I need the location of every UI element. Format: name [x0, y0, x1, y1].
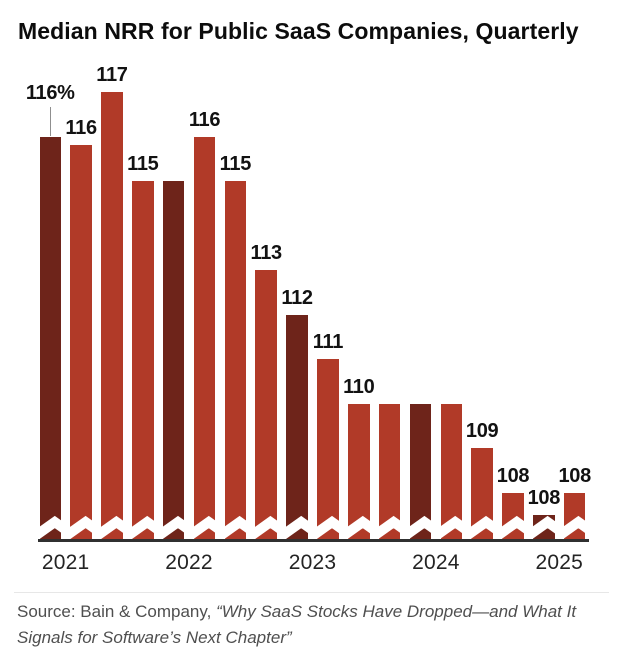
bar-value-label: 116 — [188, 108, 221, 131]
bar-value-label: 113 — [250, 242, 283, 264]
bar-value-label: 116 — [65, 117, 97, 140]
bar-value-label: 111 — [312, 331, 344, 353]
x-axis-year-label: 2025 — [535, 551, 584, 574]
bar-value-label: 110 — [343, 375, 375, 398]
bar-2025-q1 — [533, 514, 555, 540]
source-prefix: Source: Bain & Company, — [17, 602, 217, 621]
source-text: Source: Bain & Company, “Why SaaS Stocks… — [17, 599, 609, 650]
bar-2024-q1 — [409, 403, 432, 540]
page-title: Median NRR for Public SaaS Companies, Qu… — [18, 18, 579, 44]
bar-value-label: 115 — [127, 153, 159, 175]
bar-2021-q2 — [70, 145, 92, 540]
bar-2024-q2 — [440, 403, 463, 540]
x-axis-year-label: 2021 — [41, 551, 90, 574]
bar-value-label: 112 — [281, 286, 313, 309]
bar-value-label: 109 — [465, 420, 499, 442]
x-axis-year-label: 2023 — [288, 551, 337, 574]
bar-2022-q3 — [224, 181, 247, 540]
bar-2024-q3 — [471, 448, 493, 540]
bar-2023-q3 — [348, 403, 370, 540]
bar-value-label: 108 — [558, 464, 591, 487]
bar-value-label: 108 — [496, 464, 530, 487]
source-citation: “Why SaaS Stocks Have Dropped—and What I… — [17, 602, 577, 647]
x-axis-year-label: 2022 — [165, 551, 213, 574]
bar-2023-q1 — [286, 314, 308, 540]
x-axis-year-label: 2024 — [412, 551, 460, 574]
label-connector-line — [49, 107, 51, 136]
bar-2022-q4 — [255, 270, 277, 540]
x-axis-line — [38, 539, 589, 542]
source-divider — [14, 592, 609, 593]
bar-value-label: 117 — [96, 64, 128, 86]
bar-2023-q2 — [317, 359, 339, 540]
bar-2021-q4 — [132, 181, 154, 540]
bar-value-label: 115 — [219, 153, 252, 175]
bar-2022-q2 — [193, 136, 216, 540]
bar-2023-q4 — [378, 403, 401, 540]
bar-value-label: 108 — [527, 486, 561, 509]
bar-2021-q3 — [101, 92, 123, 540]
bar-2022-q1 — [162, 181, 185, 540]
bar-value-label: 116% — [25, 82, 75, 104]
bar-2025-q2 — [563, 492, 586, 540]
bar-2021-q1 — [39, 136, 61, 540]
